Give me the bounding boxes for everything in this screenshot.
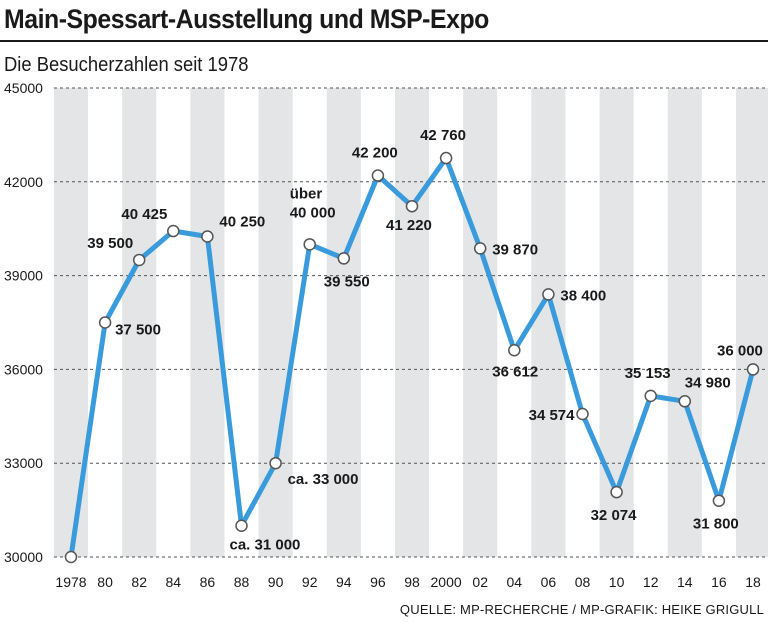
data-point xyxy=(269,456,282,470)
data-label: 42 200 xyxy=(352,145,398,162)
data-label: 39 550 xyxy=(324,273,370,290)
x-tick-label: 94 xyxy=(336,574,352,590)
y-tick-label: 36000 xyxy=(4,361,43,377)
x-tick-label: 96 xyxy=(370,574,386,590)
data-point xyxy=(98,316,112,329)
data-label: 32 074 xyxy=(591,507,638,524)
data-point xyxy=(64,550,78,564)
data-point xyxy=(167,224,180,238)
x-tick-label: 12 xyxy=(643,574,659,590)
data-label: ca. 31 000 xyxy=(230,537,301,554)
data-point xyxy=(678,395,692,408)
chart-subtitle: Die Besucherzahlen seit 1978 xyxy=(4,54,249,76)
x-tick-label: 86 xyxy=(200,574,216,590)
background-band xyxy=(735,88,768,557)
data-label: 34 980 xyxy=(685,374,731,391)
data-point xyxy=(746,363,760,376)
data-label: 36 612 xyxy=(492,363,538,380)
data-point xyxy=(473,242,487,255)
data-point xyxy=(508,344,521,357)
data-label: 34 574 xyxy=(529,407,576,424)
data-label: 35 153 xyxy=(625,365,671,382)
x-tick-label: 18 xyxy=(745,574,761,590)
x-tick-label: 04 xyxy=(507,574,523,590)
background-band xyxy=(326,88,361,557)
y-tick-label: 33000 xyxy=(4,455,43,471)
x-tick-label: 1978 xyxy=(55,574,86,590)
data-point xyxy=(337,252,351,265)
y-tick-label: 45000 xyxy=(4,80,43,96)
background-band xyxy=(394,88,430,557)
x-tick-label: 88 xyxy=(234,574,250,590)
data-point xyxy=(439,151,453,165)
x-tick-label: 98 xyxy=(404,574,420,590)
data-label: ca. 33 000 xyxy=(288,471,359,488)
data-point xyxy=(235,519,248,532)
x-tick-label: 92 xyxy=(302,574,318,590)
data-point xyxy=(303,238,316,251)
data-label: 38 400 xyxy=(560,287,606,304)
data-point xyxy=(132,253,146,267)
background-band xyxy=(463,88,498,557)
data-label: 36 000 xyxy=(717,342,763,359)
data-label: 41 220 xyxy=(386,217,432,234)
data-label: 39 500 xyxy=(87,235,133,252)
data-point xyxy=(371,169,385,182)
background-band xyxy=(531,88,566,557)
x-tick-label: 82 xyxy=(131,574,147,590)
x-tick-label: 14 xyxy=(677,574,693,590)
background-band xyxy=(667,88,702,557)
data-label: über 40 000 xyxy=(290,185,336,221)
data-label: 40 425 xyxy=(121,206,167,223)
x-tick-label: 06 xyxy=(541,574,557,590)
data-label: 40 250 xyxy=(219,214,265,231)
chart-source: QUELLE: MP-RECHERCHE / MP-GRAFIK: HEIKE … xyxy=(399,602,764,617)
data-label: 31 800 xyxy=(693,516,739,533)
title-divider xyxy=(0,40,768,42)
x-tick-label: 90 xyxy=(268,574,284,590)
background-band xyxy=(599,88,634,557)
background-band xyxy=(122,88,157,557)
data-label: 42 760 xyxy=(420,127,466,144)
data-point xyxy=(405,199,419,213)
chart-title: Main-Spessart-Ausstellung und MSP-Expo xyxy=(4,4,489,34)
y-tick-label: 39000 xyxy=(4,268,43,284)
data-label: 37 500 xyxy=(115,322,161,339)
x-tick-label: 80 xyxy=(97,574,113,590)
data-point xyxy=(610,485,623,499)
data-point xyxy=(712,494,726,507)
x-tick-label: 10 xyxy=(609,574,625,590)
y-tick-label: 42000 xyxy=(4,174,43,190)
data-point xyxy=(576,407,589,421)
x-tick-label: 08 xyxy=(575,574,591,590)
data-point xyxy=(542,288,555,301)
x-tick-label: 16 xyxy=(711,574,727,590)
data-label: 39 870 xyxy=(492,241,538,258)
data-point xyxy=(201,230,214,243)
x-tick-label: 84 xyxy=(166,574,182,590)
x-tick-label: 2000 xyxy=(431,574,462,590)
x-tick-label: 02 xyxy=(472,574,488,590)
data-point xyxy=(644,389,657,403)
y-tick-label: 30000 xyxy=(4,549,43,565)
